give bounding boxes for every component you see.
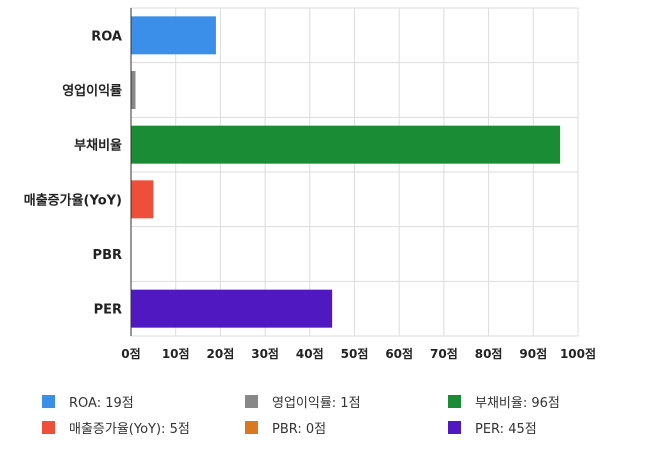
legend-label: 부채비율: 96점 xyxy=(475,395,560,411)
category-label: 부채비율 xyxy=(74,138,122,154)
x-tick-label: 80점 xyxy=(475,346,503,361)
legend-item: ROA: 19점 xyxy=(42,391,134,411)
legend-item: 영업이익률: 1점 xyxy=(245,391,361,411)
legend-label: PBR: 0점 xyxy=(272,421,327,437)
category-label: PBR xyxy=(93,248,122,263)
x-tick-label: 90점 xyxy=(519,346,547,361)
legend-swatch xyxy=(42,420,55,434)
x-tick-label: 40점 xyxy=(296,346,324,361)
legend-swatch xyxy=(448,394,461,408)
category-label: PER xyxy=(94,303,122,318)
x-tick-label: 0점 xyxy=(121,346,140,361)
grid-lines xyxy=(131,7,579,337)
legend-swatch xyxy=(245,420,258,434)
x-tick-label: 20점 xyxy=(207,346,235,361)
category-label: ROA xyxy=(91,29,122,44)
bar-3 xyxy=(131,180,154,219)
legend-swatch xyxy=(42,394,55,408)
bar-2 xyxy=(131,125,561,164)
bar-5 xyxy=(131,289,333,328)
legend-label: ROA: 19점 xyxy=(69,395,134,411)
category-label: 영업이익률 xyxy=(62,83,122,99)
x-tick-label: 70점 xyxy=(430,346,458,361)
bars xyxy=(131,16,561,328)
x-tick-label: 30점 xyxy=(251,346,279,361)
legend-swatch xyxy=(245,394,258,408)
x-tick-label: 100점 xyxy=(560,346,596,361)
bar-0 xyxy=(131,16,216,55)
legend-item: 부채비율: 96점 xyxy=(448,391,560,411)
x-tick-label: 60점 xyxy=(385,346,413,361)
bar-1 xyxy=(131,71,136,109)
legend-swatch xyxy=(448,420,461,434)
legend-label: PER: 45점 xyxy=(475,421,537,437)
x-tick-label: 10점 xyxy=(162,346,190,361)
legend-label: 영업이익률: 1점 xyxy=(272,395,361,411)
legend-label: 매출증가율(YoY): 5점 xyxy=(69,421,190,437)
legend-item: PER: 45점 xyxy=(448,417,537,437)
category-label: 매출증가율(YoY) xyxy=(24,192,122,208)
x-tick-label: 50점 xyxy=(341,346,369,361)
x-tick-labels: 0점 10점 20점 30점 40점 50점 60점 70점 80점 90점 100점 xyxy=(121,346,596,361)
legend-item: PBR: 0점 xyxy=(245,417,326,437)
legend-item: 매출증가율(YoY): 5점 xyxy=(42,417,190,437)
